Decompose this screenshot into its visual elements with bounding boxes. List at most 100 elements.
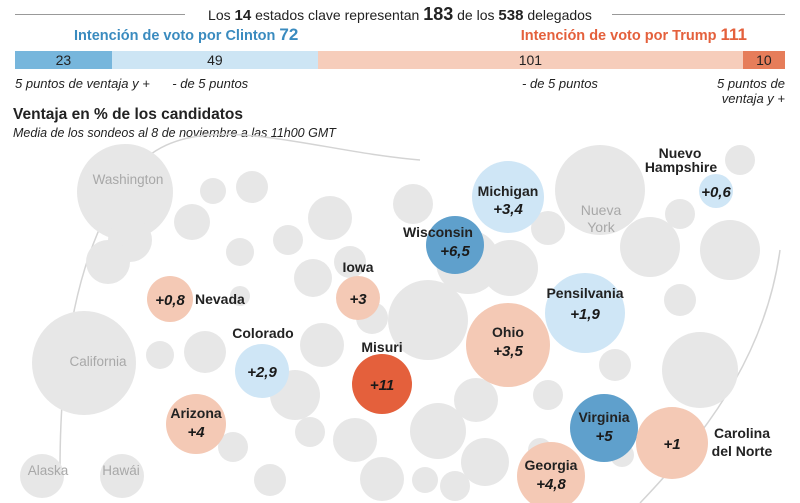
state-bubble-neutral: [664, 284, 696, 316]
state-bubble-neutral: [388, 280, 468, 360]
trump-total: 111: [720, 25, 748, 44]
state-name-georgia: Georgia: [525, 457, 578, 473]
bar-segment-clinton-lean: 49: [111, 51, 318, 69]
headline-post: delegados: [527, 7, 592, 23]
delegate-bar: 23 49 101 10: [15, 51, 785, 69]
trump-heading: Intención de voto por Trump 111: [521, 25, 747, 45]
trump-label: Intención de voto por Trump: [520, 28, 717, 44]
state-name-michigan: Michigan: [478, 183, 539, 199]
state-name-misuri: Misuri: [361, 339, 402, 355]
state-bubble-neutral: [184, 331, 226, 373]
state-bubble-neutral: [662, 332, 738, 408]
state-name-nuevo-hampshire: Hampshire: [645, 159, 718, 175]
state-bubble-georgia: [517, 442, 585, 503]
state-name-ohio: Ohio: [492, 324, 524, 340]
state-bubble-neutral: [77, 144, 173, 240]
bar-segment-clinton-strong-label: 5 puntos de ventaja y +: [15, 76, 150, 91]
headline-states: 14: [234, 7, 252, 24]
other-state-label: California: [69, 354, 127, 369]
state-bubble-neutral: [531, 211, 565, 245]
state-bubble-michigan: [472, 161, 544, 233]
state-bubble-neutral: [454, 378, 498, 422]
state-bubble-neutral: [218, 432, 248, 462]
headline-total: 538: [498, 7, 524, 24]
state-bubble-arizona: [166, 394, 226, 454]
state-lead-arizona: +4: [187, 424, 205, 441]
header: Los 14 estados clave representan 183 de …: [0, 0, 800, 140]
bar-segment-trump-lean-label: - de 5 puntos: [522, 76, 598, 91]
state-bubble-neutral: [20, 454, 64, 498]
clinton-heading: Intención de voto por Clinton 72: [74, 25, 298, 45]
state-bubble-neutral: [620, 217, 680, 277]
state-lead-georgia: +4,8: [536, 476, 566, 493]
state-bubble-neutral: [300, 323, 344, 367]
state-bubble-neutral: [555, 145, 645, 235]
state-bubble-carolina-del-norte: [636, 407, 708, 479]
headline-rule-left: [15, 14, 185, 15]
bar-segment-clinton-lean-label: - de 5 puntos: [172, 76, 249, 91]
state-bubble-nevada: [147, 276, 193, 322]
state-bubble-iowa: [336, 276, 380, 320]
state-lead-nevada: +0,8: [155, 292, 185, 309]
state-bubble-virginia: [570, 394, 638, 462]
state-bubble-neutral: [360, 457, 404, 501]
state-lead-virginia: +5: [595, 428, 613, 445]
state-bubble-neutral: [700, 220, 760, 280]
state-lead-misuri: +11: [370, 377, 394, 394]
state-bubble-neutral: [86, 240, 130, 284]
headline-delegates: 183: [423, 4, 454, 24]
state-bubble-neutral: [599, 349, 631, 381]
bar-segment-trump-strong-label: 5 puntos de ventaja y +: [717, 76, 785, 106]
state-name-nevada: Nevada: [195, 291, 245, 307]
other-state-label: Washington: [93, 172, 164, 187]
state-bubble-ohio: [466, 303, 550, 387]
state-bubble-neutral: [254, 464, 286, 496]
state-bubble-neutral: [236, 171, 268, 203]
other-state-label: Alaska: [28, 463, 69, 478]
state-lead-pensilvania: +1,9: [570, 306, 600, 323]
state-bubble-neutral: [665, 199, 695, 229]
headline-of: de los: [457, 7, 495, 23]
state-bubble-neutral: [230, 286, 250, 306]
clinton-label: Intención de voto por Clinton: [74, 28, 276, 44]
bar-segment-trump-lean: 101: [317, 51, 743, 69]
headline: Los 14 estados clave representan 183 de …: [0, 4, 800, 25]
state-name-wisconsin: Wisconsin: [403, 224, 473, 240]
state-lead-colorado: +2,9: [247, 364, 277, 381]
state-bubble-neutral: [393, 184, 433, 224]
state-bubble-neutral: [174, 204, 210, 240]
other-state-label: Nueva York: [581, 202, 622, 235]
state-bubble-neutral: [333, 418, 377, 462]
bar-segment-clinton-strong: 23: [15, 51, 112, 69]
state-bubble-neutral: [440, 471, 470, 501]
headline-rule-right: [612, 14, 785, 15]
state-bubble-neutral: [294, 259, 332, 297]
state-bubble-neutral: [200, 178, 226, 204]
state-lead-iowa: +3: [349, 291, 367, 308]
state-bubble-neutral: [226, 238, 254, 266]
state-bubble-misuri: [352, 354, 412, 414]
other-state-label: Hawái: [102, 463, 140, 478]
state-lead-carolina-del-norte: +1: [663, 436, 680, 453]
headline-pre: Los: [208, 7, 231, 23]
state-bubble-neutral: [725, 145, 755, 175]
state-lead-wisconsin: +6,5: [440, 243, 470, 260]
state-bubble-neutral: [412, 467, 438, 493]
state-bubble-neutral: [100, 454, 144, 498]
state-name-iowa: Iowa: [342, 259, 373, 275]
state-name-carolina-del-norte: Carolina: [714, 425, 770, 441]
state-name-virginia: Virginia: [578, 409, 629, 425]
state-bubble-neutral: [273, 225, 303, 255]
state-name-nuevo-hampshire: Nuevo: [659, 145, 702, 161]
state-name-pensilvania: Pensilvania: [546, 285, 623, 301]
state-bubble-neutral: [461, 438, 509, 486]
state-lead-michigan: +3,4: [493, 201, 523, 218]
state-bubble-neutral: [410, 403, 466, 459]
state-bubble-wisconsin: [426, 216, 484, 274]
state-bubble-colorado: [235, 344, 289, 398]
state-bubble-nuevo-hampshire: [699, 174, 733, 208]
state-bubble-pensilvania: [545, 273, 625, 353]
state-name-colorado: Colorado: [232, 325, 293, 341]
headline-mid: estados clave representan: [255, 7, 420, 23]
